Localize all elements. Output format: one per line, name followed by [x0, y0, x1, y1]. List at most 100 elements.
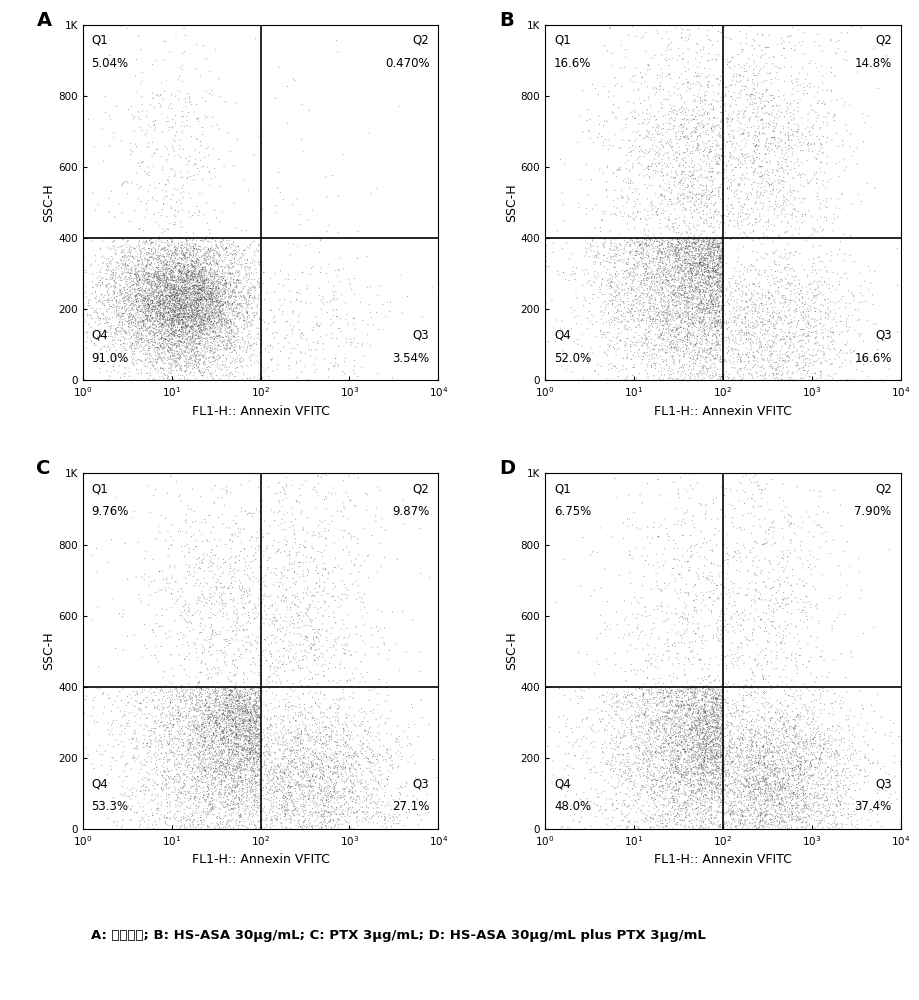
Point	[187, 316, 202, 332]
Point	[224, 683, 239, 699]
Point	[623, 236, 638, 252]
Point	[781, 275, 796, 291]
Point	[727, 314, 742, 330]
Point	[689, 328, 704, 344]
Point	[709, 736, 723, 752]
Point	[656, 307, 671, 323]
Point	[695, 295, 709, 311]
Point	[243, 297, 257, 313]
Point	[160, 810, 175, 826]
Point	[231, 685, 245, 701]
Point	[190, 313, 205, 329]
Point	[771, 817, 786, 833]
Point	[787, 327, 801, 343]
Point	[789, 661, 804, 677]
Point	[714, 745, 729, 761]
Point	[689, 689, 704, 705]
Point	[246, 342, 261, 358]
Point	[115, 300, 130, 316]
Point	[165, 278, 179, 294]
Point	[169, 731, 184, 747]
Point	[747, 613, 762, 629]
Point	[312, 724, 326, 740]
Point	[697, 358, 711, 374]
Point	[709, 231, 723, 247]
Point	[765, 614, 779, 630]
Point	[686, 247, 700, 263]
Point	[709, 339, 723, 355]
Point	[690, 720, 705, 736]
Point	[672, 291, 686, 307]
Point	[185, 235, 199, 251]
Point	[696, 134, 710, 150]
Point	[748, 751, 763, 767]
Point	[617, 294, 631, 310]
Point	[91, 274, 106, 290]
Point	[219, 819, 233, 835]
Point	[201, 745, 216, 761]
Point	[308, 643, 323, 659]
Point	[676, 101, 691, 117]
Point	[132, 298, 147, 314]
Point	[762, 704, 777, 720]
Point	[741, 325, 755, 341]
Point	[688, 689, 703, 705]
Point	[800, 313, 815, 329]
Point	[244, 770, 259, 786]
Point	[378, 549, 392, 565]
Point	[230, 321, 244, 337]
Point	[671, 782, 686, 798]
Point	[709, 264, 723, 280]
Point	[217, 693, 232, 709]
Point	[198, 232, 212, 248]
Point	[661, 299, 675, 315]
Point	[686, 138, 701, 154]
Point	[184, 269, 199, 285]
Point	[252, 707, 267, 723]
Point	[804, 727, 819, 743]
Point	[657, 299, 672, 315]
Point	[253, 701, 267, 717]
Point	[150, 308, 165, 324]
Point	[220, 691, 234, 707]
Point	[671, 234, 686, 250]
Point	[641, 207, 655, 223]
Point	[687, 252, 702, 268]
Point	[661, 733, 675, 749]
Point	[777, 91, 792, 107]
Point	[295, 522, 310, 538]
Point	[740, 759, 754, 775]
Point	[209, 240, 223, 256]
Point	[698, 274, 713, 290]
Point	[148, 687, 163, 703]
Point	[741, 344, 755, 360]
Point	[216, 703, 231, 719]
Point	[175, 288, 189, 304]
Point	[306, 781, 321, 797]
Point	[818, 321, 833, 337]
Point	[182, 236, 197, 252]
Point	[209, 280, 223, 296]
Point	[703, 680, 718, 696]
Point	[621, 252, 636, 268]
Point	[721, 766, 736, 782]
Point	[318, 818, 333, 834]
Point	[134, 344, 149, 360]
Point	[688, 712, 703, 728]
Point	[245, 601, 260, 617]
Point	[756, 750, 771, 766]
Point	[685, 680, 699, 696]
Point	[157, 729, 172, 745]
Point	[317, 656, 332, 672]
Point	[350, 531, 365, 547]
Point	[789, 709, 803, 725]
Point	[741, 356, 755, 372]
Point	[118, 536, 132, 552]
Point	[239, 699, 254, 715]
Point	[786, 786, 800, 802]
Point	[647, 784, 662, 800]
Point	[681, 765, 696, 781]
Point	[146, 487, 161, 503]
Point	[249, 702, 264, 718]
Point	[697, 298, 711, 314]
